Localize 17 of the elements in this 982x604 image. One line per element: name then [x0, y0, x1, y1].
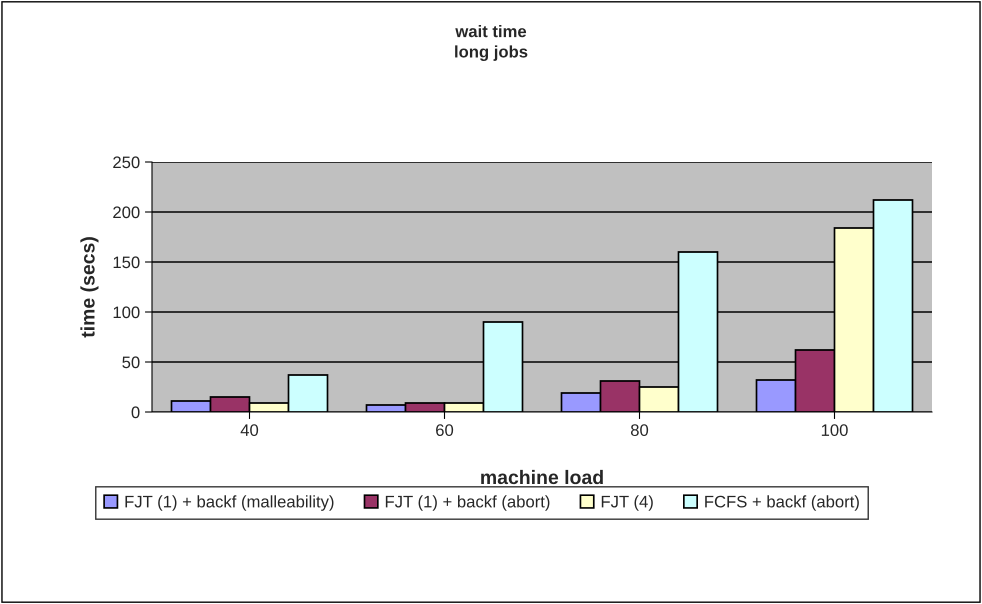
y-tick-label: 50	[122, 356, 140, 368]
y-tick-label: 100	[114, 306, 140, 318]
x-tick-label: 100	[822, 424, 848, 436]
legend-label: FJT (1) + backf (abort)	[386, 495, 550, 511]
y-tick-label: 150	[114, 256, 140, 268]
x-axis-title: machine load	[481, 470, 603, 484]
y-tick-label: 0	[132, 406, 140, 418]
chart-title: wait time long jobs	[455, 25, 528, 61]
legend-label: FCFS + backf (abort)	[705, 495, 859, 511]
x-tick-label: 60	[436, 424, 454, 436]
legend-label: FJT (1) + backf (malleability)	[125, 495, 334, 511]
y-tick-label: 250	[113, 156, 140, 168]
y-axis-title: time (secs)	[80, 237, 98, 338]
y-tick-label: 200	[113, 206, 140, 218]
x-tick-label: 40	[240, 424, 258, 436]
x-tick-label: 80	[630, 424, 648, 436]
legend-label: FJT (4)	[602, 495, 653, 511]
